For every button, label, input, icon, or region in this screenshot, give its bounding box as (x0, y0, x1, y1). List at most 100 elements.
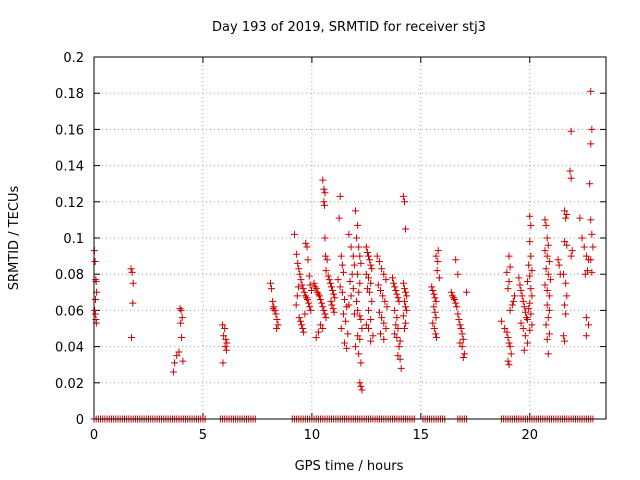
data-point (266, 279, 274, 287)
data-point (457, 325, 465, 332)
data-point (314, 290, 322, 298)
data-point (497, 317, 505, 325)
x-tick-label: 15 (413, 428, 430, 443)
data-point (379, 292, 387, 300)
data-point (526, 212, 534, 220)
data-point (335, 214, 343, 222)
data-point (583, 267, 591, 275)
data-point (362, 270, 370, 278)
data-point (526, 299, 534, 307)
data-point (367, 337, 375, 345)
data-point (367, 315, 375, 323)
data-point (373, 252, 381, 260)
data-point (305, 272, 313, 280)
x-tick-label: 5 (199, 428, 207, 443)
data-point (356, 335, 364, 343)
data-point (463, 288, 471, 296)
data-point (295, 265, 303, 273)
data-point (528, 292, 536, 300)
data-point (588, 230, 596, 238)
data-point (357, 359, 365, 367)
data-point (337, 325, 345, 332)
data-point (170, 368, 178, 376)
data-point (432, 314, 440, 322)
data-point (509, 297, 517, 305)
data-point (394, 294, 402, 302)
data-point (505, 361, 513, 369)
data-point (301, 292, 309, 300)
data-point (339, 268, 347, 276)
data-point (178, 334, 186, 342)
data-point (516, 281, 524, 289)
data-point (541, 281, 549, 289)
data-point (219, 359, 227, 367)
data-point (274, 321, 282, 329)
data-point (377, 286, 385, 294)
data-point (304, 256, 312, 264)
data-point (543, 252, 551, 260)
data-point (345, 230, 353, 238)
data-point (349, 285, 357, 293)
data-point (223, 339, 231, 347)
data-point (307, 286, 315, 294)
data-point (328, 301, 336, 309)
data-point (525, 305, 533, 313)
data-point (298, 281, 306, 289)
data-point (349, 252, 357, 260)
data-point (527, 221, 535, 229)
data-point (320, 306, 328, 314)
data-point (403, 292, 411, 300)
data-point (396, 355, 404, 363)
data-point (383, 303, 391, 311)
data-point (393, 334, 401, 342)
data-point (397, 364, 405, 372)
data-point (395, 343, 403, 351)
data-point (458, 343, 466, 351)
data-point (177, 306, 185, 314)
data-point (567, 174, 575, 182)
data-point (369, 332, 377, 340)
data-point (518, 292, 526, 300)
data-point (290, 230, 298, 238)
data-point (527, 310, 535, 318)
data-point (588, 268, 596, 276)
data-point (319, 303, 327, 311)
data-point (434, 247, 442, 255)
data-point (306, 303, 314, 311)
data-point (327, 283, 335, 291)
data-point (294, 259, 302, 267)
data-point (357, 315, 365, 323)
data-point (350, 261, 358, 269)
data-point (508, 301, 516, 309)
data-point (543, 286, 551, 294)
data-point (355, 288, 363, 296)
data-point (381, 297, 389, 305)
data-point (541, 247, 549, 255)
data-point (582, 252, 590, 260)
data-point (382, 325, 390, 332)
data-point (524, 315, 532, 323)
data-point (354, 332, 362, 340)
data-point (179, 357, 187, 365)
y-tick-label: 0 (76, 413, 84, 428)
data-point (338, 288, 346, 296)
data-point (380, 335, 388, 343)
data-point (563, 210, 571, 218)
data-point (458, 330, 466, 338)
data-point (325, 276, 333, 284)
data-point (506, 343, 514, 351)
data-point (331, 294, 339, 302)
data-point (354, 306, 362, 314)
data-point (92, 296, 100, 304)
data-point (431, 294, 439, 302)
data-point (393, 290, 401, 298)
data-point (454, 270, 462, 278)
data-point (451, 296, 459, 304)
data-point (561, 207, 569, 215)
data-point (362, 321, 370, 329)
data-point (313, 288, 321, 296)
data-point (399, 279, 407, 287)
data-point (432, 334, 440, 342)
data-point (375, 258, 383, 266)
data-point (351, 207, 359, 215)
